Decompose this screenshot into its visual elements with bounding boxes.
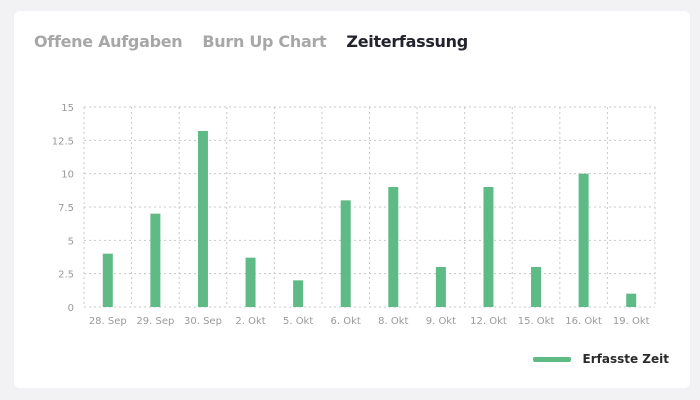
- x-tick-label: 9. Okt: [426, 316, 456, 327]
- tab-zeiterfassung[interactable]: Zeiterfassung: [346, 32, 468, 51]
- x-tick-label: 16. Okt: [565, 316, 602, 327]
- legend-swatch: [532, 356, 571, 362]
- bar: [578, 173, 589, 307]
- bar-chart: 0 2.5 5 7.5 10 12.5 15 28. Sep 29. Sep 30. Sep 2. …: [52, 103, 656, 327]
- x-tick-label: 12. Okt: [470, 316, 507, 327]
- bar: [626, 293, 637, 307]
- y-tick-label: 0: [68, 303, 74, 314]
- y-tick-label: 12.5: [52, 136, 74, 147]
- bar: [388, 187, 399, 307]
- bar: [245, 257, 256, 307]
- bar: [102, 253, 113, 307]
- bar: [197, 131, 208, 307]
- y-tick-label: 10: [61, 170, 74, 181]
- x-tick-label: 30. Sep: [184, 316, 222, 327]
- chart-card: Offene Aufgaben Burn Up Chart Zeiterfass…: [14, 11, 690, 388]
- x-tick-label: 28. Sep: [89, 316, 127, 327]
- bar: [340, 200, 351, 307]
- x-tick-label: 19. Okt: [613, 316, 650, 327]
- tab-bar: Offene Aufgaben Burn Up Chart Zeiterfass…: [34, 32, 488, 51]
- x-tick-label: 6. Okt: [331, 316, 361, 327]
- chart-legend[interactable]: Erfasste Zeit: [532, 352, 669, 366]
- x-tick-label: 29. Sep: [136, 316, 174, 327]
- y-tick-label: 2.5: [58, 270, 74, 281]
- tab-offene-aufgaben[interactable]: Offene Aufgaben: [34, 32, 183, 51]
- tab-burn-up-chart[interactable]: Burn Up Chart: [202, 32, 327, 51]
- bar: [293, 280, 304, 307]
- y-tick-label: 5: [68, 236, 74, 247]
- legend-label: Erfasste Zeit: [582, 352, 669, 366]
- x-tick-label: 8. Okt: [378, 316, 408, 327]
- x-tick-label: 5. Okt: [283, 316, 313, 327]
- x-tick-label: 2. Okt: [235, 316, 265, 327]
- bar: [435, 267, 446, 307]
- y-tick-label: 15: [61, 103, 74, 114]
- bar: [150, 213, 161, 307]
- bar: [483, 187, 494, 307]
- y-tick-label: 7.5: [58, 203, 74, 214]
- bar: [531, 267, 542, 307]
- x-tick-label: 15. Okt: [518, 316, 555, 327]
